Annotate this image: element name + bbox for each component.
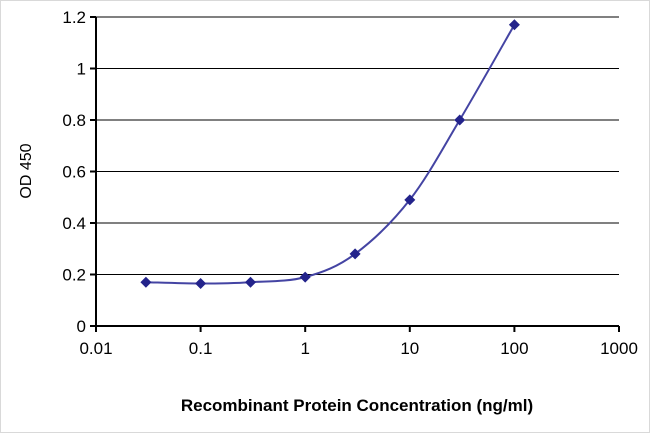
y-tick-marks [90, 16, 96, 327]
y-tick-label: 0.8 [62, 111, 86, 130]
data-point-marker [299, 271, 311, 283]
data-point-marker [195, 278, 207, 290]
data-point-marker [245, 276, 257, 288]
gridlines [96, 16, 619, 275]
x-tick-label: 0.01 [79, 339, 112, 358]
series-markers [140, 19, 520, 290]
data-point-marker [140, 276, 152, 288]
x-tick-label: 1 [300, 339, 309, 358]
y-tick-label: 0.4 [62, 214, 86, 233]
y-tick-label: 0.2 [62, 266, 86, 285]
x-tick-label: 10 [400, 339, 419, 358]
x-tick-label: 100 [500, 339, 528, 358]
x-tick-labels: 0.01 0.1 1 10 100 1000 [79, 339, 637, 358]
y-tick-label: 1 [77, 60, 86, 79]
x-tick-marks [95, 326, 620, 332]
y-tick-label: 0.6 [62, 163, 86, 182]
data-point-marker [349, 248, 361, 260]
y-tick-label: 1.2 [62, 8, 86, 27]
data-point-marker [508, 19, 520, 31]
x-tick-label: 1000 [600, 339, 638, 358]
y-tick-labels: 0 0.2 0.4 0.6 0.8 1 1.2 [62, 8, 86, 336]
y-tick-label: 0 [77, 317, 86, 336]
x-tick-label: 0.1 [189, 339, 213, 358]
data-point-marker [404, 194, 416, 206]
y-axis-title: OD 450 [18, 143, 35, 198]
x-axis-title: Recombinant Protein Concentration (ng/ml… [181, 396, 533, 415]
series-line [145, 24, 516, 285]
data-point-marker [454, 114, 466, 126]
series-path [145, 24, 516, 285]
